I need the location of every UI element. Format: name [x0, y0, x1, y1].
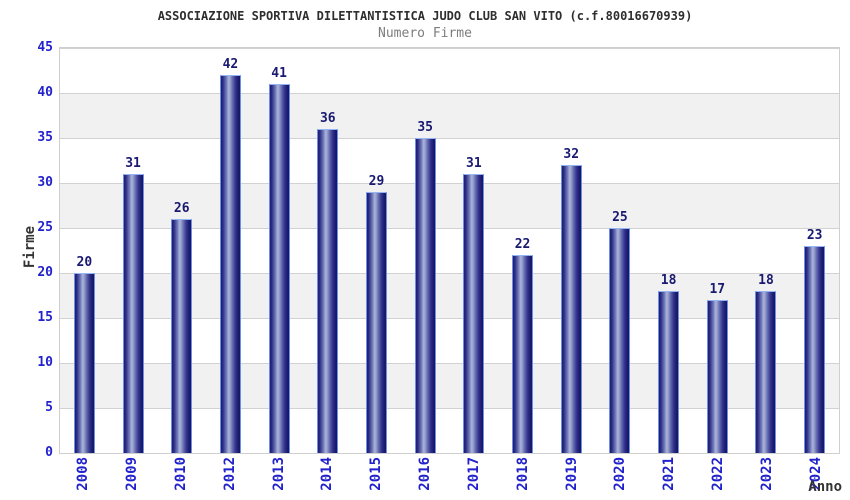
bar [317, 129, 339, 453]
bar [73, 273, 95, 453]
x-tick-cell: 2010 [157, 457, 206, 491]
bar-value-label: 26 [173, 201, 190, 216]
bar-value-label: 42 [222, 57, 239, 72]
x-tick-cell: 2022 [694, 457, 743, 491]
bar-slot: 18 [742, 48, 791, 453]
x-tick-cell: 2019 [547, 457, 596, 491]
y-tick-label: 35 [37, 130, 53, 145]
bar-slot: 35 [401, 48, 450, 453]
bar-value-label: 18 [660, 273, 677, 288]
bar [609, 228, 631, 453]
x-tick-label: 2019 [563, 457, 580, 491]
bar-slot: 31 [109, 48, 158, 453]
bar-value-label: 23 [806, 228, 823, 243]
x-tick-label: 2017 [465, 457, 482, 491]
x-tick-label: 2018 [514, 457, 531, 491]
bar-slot: 17 [693, 48, 742, 453]
x-tick-cell: 2023 [742, 457, 791, 491]
x-tick-cell: 2018 [498, 457, 547, 491]
x-axis-ticks: 2008 2009 2010 2012 2013 2014 2015 2016 2017 2018… [59, 457, 840, 500]
bar-slot: 20 [60, 48, 109, 453]
x-tick-cell: 2012 [205, 457, 254, 491]
bar-value-label: 22 [514, 237, 531, 252]
bar-slot: 29 [352, 48, 401, 453]
y-tick-label: 5 [45, 400, 53, 415]
bar-slot: 22 [498, 48, 547, 453]
bar-slot: 26 [157, 48, 206, 453]
bar-slot: 25 [596, 48, 645, 453]
bar-slot: 31 [450, 48, 499, 453]
bar [463, 174, 485, 453]
bar-value-label: 41 [271, 66, 287, 81]
bar [365, 192, 387, 453]
bar-value-label: 29 [368, 174, 385, 189]
bar-value-label: 32 [563, 147, 580, 162]
y-tick-label: 25 [37, 220, 53, 235]
x-tick-cell: 2009 [108, 457, 157, 491]
bar-value-label: 31 [125, 156, 141, 171]
bar [658, 291, 680, 453]
x-tick-label: 2016 [417, 457, 434, 491]
bar-slot: 42 [206, 48, 255, 453]
bar-slot: 32 [547, 48, 596, 453]
x-tick-label: 2014 [319, 457, 336, 491]
bar-value-label: 25 [612, 210, 628, 225]
bar [804, 246, 826, 453]
bar [171, 219, 193, 453]
bar-slot: 18 [644, 48, 693, 453]
x-tick-label: 2013 [270, 457, 287, 491]
bars-container: 20 31 26 42 41 36 29 35 31 22 32 25 18 17 18 23 [60, 48, 839, 453]
bar-value-label: 18 [758, 273, 774, 288]
plot-area: 20 31 26 42 41 36 29 35 31 22 32 25 18 17 18 23 [59, 47, 840, 454]
bar-value-label: 31 [466, 156, 482, 171]
x-tick-label: 2022 [709, 457, 726, 491]
x-tick-cell: 2016 [401, 457, 450, 491]
x-tick-cell: 2015 [352, 457, 401, 491]
x-axis-label: Anno [808, 479, 842, 495]
x-tick-label: 2012 [221, 457, 238, 491]
x-tick-cell: 2017 [450, 457, 499, 491]
x-tick-label: 2023 [758, 457, 775, 491]
bar [755, 291, 777, 453]
x-tick-cell: 2014 [303, 457, 352, 491]
y-tick-label: 15 [37, 310, 53, 325]
y-tick-label: 10 [37, 355, 53, 370]
bar-slot: 23 [790, 48, 839, 453]
x-tick-cell: 2008 [59, 457, 108, 491]
bar [706, 300, 728, 453]
y-tick-label: 40 [37, 85, 53, 100]
chart-title: ASSOCIAZIONE SPORTIVA DILETTANTISTICA JU… [157, 9, 693, 23]
bar-value-label: 35 [417, 120, 433, 135]
y-tick-label: 45 [37, 40, 53, 55]
x-tick-cell: 2021 [645, 457, 694, 491]
y-tick-label: 20 [37, 265, 53, 280]
bar-slot: 41 [255, 48, 304, 453]
bar [414, 138, 436, 453]
x-tick-cell: 2013 [254, 457, 303, 491]
chart-subtitle: Numero Firme [378, 26, 472, 41]
bar [122, 174, 144, 453]
bar [512, 255, 534, 453]
y-tick-label: 0 [45, 445, 53, 460]
bar-slot: 36 [303, 48, 352, 453]
x-tick-label: 2021 [661, 457, 678, 491]
y-axis-ticks: 0 5 10 15 20 25 30 35 40 45 [0, 0, 53, 500]
y-tick-label: 30 [37, 175, 53, 190]
bar [560, 165, 582, 453]
bar-value-label: 36 [319, 111, 336, 126]
x-tick-cell: 2020 [596, 457, 645, 491]
bar-value-label: 17 [709, 282, 726, 297]
bar [268, 84, 290, 453]
bar-value-label: 20 [76, 255, 93, 270]
x-tick-label: 2015 [368, 457, 385, 491]
x-tick-label: 2008 [75, 457, 92, 491]
x-tick-label: 2009 [124, 457, 141, 491]
x-tick-label: 2020 [612, 457, 629, 491]
bar [219, 75, 241, 453]
x-tick-label: 2010 [173, 457, 190, 491]
